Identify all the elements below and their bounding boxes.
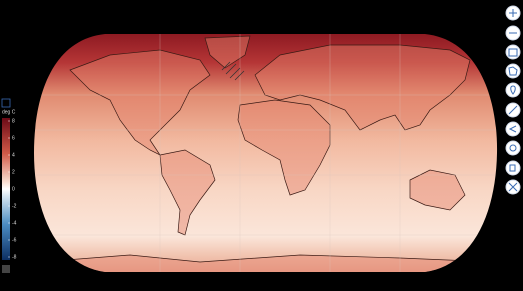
reset-view-button[interactable]	[505, 140, 521, 156]
zoom-out-button[interactable]	[505, 25, 521, 41]
share-button[interactable]	[505, 121, 521, 137]
hatching	[221, 61, 245, 81]
colorbar-tick-label: -2	[12, 203, 17, 209]
map-layers-button[interactable]	[505, 44, 521, 60]
colorbar-tick-label: -6	[12, 237, 17, 243]
zoom-in-button[interactable]	[505, 5, 521, 21]
colorbar-unit: deg C	[2, 109, 16, 115]
land-masses	[34, 34, 497, 272]
colorbar-tick-label: -4	[12, 220, 17, 226]
colorbar-tick-label: -8	[12, 254, 17, 260]
colorbar-gradient	[2, 118, 10, 260]
copy-button[interactable]	[505, 160, 521, 176]
north-america	[69, 49, 211, 156]
colorbar: deg C 8 6 4 2 0 -2 -4 -6 -8	[1, 98, 17, 273]
australia	[409, 169, 466, 211]
colorbar-hatch-key	[2, 265, 10, 273]
south-america	[159, 149, 216, 236]
europe-asia	[254, 44, 471, 131]
map-background	[34, 34, 498, 272]
map[interactable]	[34, 34, 498, 275]
greenland	[204, 35, 251, 69]
regions-button[interactable]	[505, 63, 521, 79]
fullscreen-button[interactable]	[505, 179, 521, 195]
colorbar-tick-label: 2	[12, 169, 15, 175]
colorbar-settings-icon[interactable]	[1, 98, 11, 108]
africa	[237, 99, 331, 196]
colorbar-tick-label: 8	[12, 118, 15, 124]
pin-button[interactable]	[505, 82, 521, 98]
measure-button[interactable]	[505, 102, 521, 118]
toolbar	[505, 5, 521, 195]
colorbar-tick-label: 6	[12, 135, 15, 141]
colorbar-tick-label: 4	[12, 152, 15, 158]
colorbar-tick-label: 0	[12, 186, 15, 192]
region-grid	[34, 34, 497, 272]
